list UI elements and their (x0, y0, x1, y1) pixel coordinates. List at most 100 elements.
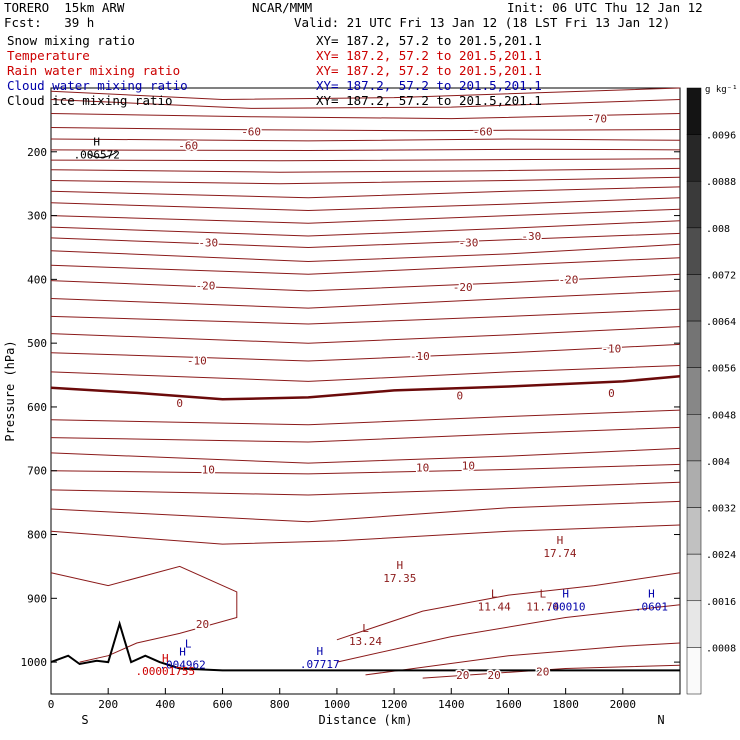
low-marker: L (539, 588, 546, 601)
x-tick-label: 1200 (381, 698, 408, 711)
low-marker: L (491, 588, 498, 601)
field-label-temperature: Temperature (7, 48, 90, 63)
isotherm-label: -60 (241, 125, 261, 138)
x-tick-label: 1800 (552, 698, 579, 711)
snow-contour (87, 151, 118, 158)
isotherm-line (50, 167, 681, 173)
isotherm-label: 0 (176, 397, 183, 410)
isotherm-line (50, 463, 681, 475)
extremum-value: 17.74 (543, 547, 576, 560)
isotherm-label: -10 (187, 354, 207, 367)
x-tick-label: 400 (155, 698, 175, 711)
org-label: NCAR/MMM (252, 0, 313, 15)
colorbar-label: .0056 (706, 364, 736, 375)
colorbar-label: .004 (706, 457, 730, 468)
y-tick-label: 800 (27, 529, 47, 542)
y-tick-label: 600 (27, 401, 47, 414)
high-marker: H (557, 534, 564, 547)
isotherm-line (50, 565, 238, 663)
x-axis-label: Distance (km) (319, 713, 413, 727)
x-tick-label: 800 (270, 698, 290, 711)
north-label: N (657, 713, 664, 727)
x-tick-label: 200 (98, 698, 118, 711)
field-label-snow: Snow mixing ratio (7, 33, 135, 48)
isotherm-label: -20 (559, 273, 579, 286)
field-xy-rain: XY= 187.2, 57.2 to 201.5,201.1 (316, 63, 542, 78)
field-xy-cloud-water: XY= 187.2, 57.2 to 201.5,201.1 (316, 78, 542, 93)
terrain-line (50, 620, 680, 672)
extremum-value: .004962 (159, 659, 205, 672)
extremum-value: 13.24 (349, 635, 382, 648)
field-xy-cloud-ice: XY= 187.2, 57.2 to 201.5,201.1 (316, 93, 542, 108)
valid-time: Valid: 21 UTC Fri 13 Jan 12 (18 LST Fri … (294, 15, 671, 30)
extremum-value: 11.74 (526, 601, 559, 614)
y-axis-label: Pressure (hPa) (3, 340, 17, 441)
isotherm-label: -10 (601, 342, 621, 355)
extremum-value: .006572 (74, 148, 120, 161)
isotherm-line (50, 500, 681, 523)
colorbar-swatch (686, 647, 702, 695)
isotherm-label: 10 (416, 462, 429, 475)
extremum-value: 17.35 (383, 572, 416, 585)
colorbar-swatch (686, 274, 702, 322)
isotherm-line (50, 158, 681, 162)
field-xy-temperature: XY= 187.2, 57.2 to 201.5,201.1 (316, 48, 542, 63)
isotherm-label: -10 (410, 350, 430, 363)
isotherm-line (50, 409, 681, 426)
colorbar-swatch (686, 134, 702, 182)
isotherm-label: -60 (178, 139, 198, 152)
extremum-value: .00010 (546, 601, 586, 614)
isotherm-label: 0 (457, 389, 464, 402)
isotherm-line (50, 220, 681, 237)
low-marker: L (185, 637, 192, 650)
isotherm-label: 10 (462, 460, 475, 473)
x-tick-label: 1400 (438, 698, 465, 711)
isotherm-line (50, 197, 681, 212)
isotherm-line (50, 99, 681, 109)
colorbar-label: .0064 (706, 317, 736, 328)
isotherm-label: -30 (458, 236, 478, 249)
isotherm-line (50, 524, 681, 545)
field-label-rain: Rain water mixing ratio (7, 63, 181, 78)
isotherm-label: 20 (536, 666, 549, 679)
colorbar-label: .0032 (706, 504, 736, 515)
isotherm-line (50, 186, 681, 199)
isotherm-line (50, 257, 681, 275)
isotherm-label: -30 (198, 236, 218, 249)
extremum-value: .07717 (300, 658, 340, 671)
colorbar-label: .0072 (706, 270, 736, 281)
isotherm-line (50, 138, 681, 142)
model-title: TORERO 15km ARW (4, 0, 125, 15)
low-marker: L (362, 622, 369, 635)
isotherm-line (336, 572, 681, 641)
y-tick-label: 700 (27, 465, 47, 478)
isotherm-line (50, 365, 681, 382)
isotherm-label: 0 (608, 387, 615, 400)
colorbar-label: .0016 (706, 597, 736, 608)
colorbar-label: .0096 (706, 131, 736, 142)
isotherm-line (50, 308, 681, 325)
isotherm-label: -20 (195, 280, 215, 293)
south-label: S (81, 713, 88, 727)
isotherm-line (50, 232, 681, 249)
isotherm-label: -30 (521, 230, 541, 243)
isotherm-line (50, 87, 681, 101)
isotherm-line (50, 273, 681, 292)
field-label-cloud-ice: Cloud ice mixing ratio (7, 93, 173, 108)
colorbar-label: .008 (706, 224, 730, 235)
colorbar-swatch (686, 320, 702, 368)
colorbar-unit: g kg⁻¹ (705, 85, 738, 95)
isotherm-line (50, 326, 681, 344)
colorbar-swatch (686, 87, 702, 135)
high-marker: H (648, 588, 655, 601)
colorbar-label: .0024 (706, 550, 736, 561)
isotherm-line (50, 447, 681, 464)
colorbar-swatch (686, 367, 702, 415)
isotherm-label: 20 (488, 669, 501, 682)
y-tick-label: 300 (27, 210, 47, 223)
isotherm-line (365, 642, 681, 676)
field-label-cloud-water: Cloud water mixing ratio (7, 78, 188, 93)
colorbar-swatch (686, 460, 702, 508)
high-marker: H (396, 559, 403, 572)
